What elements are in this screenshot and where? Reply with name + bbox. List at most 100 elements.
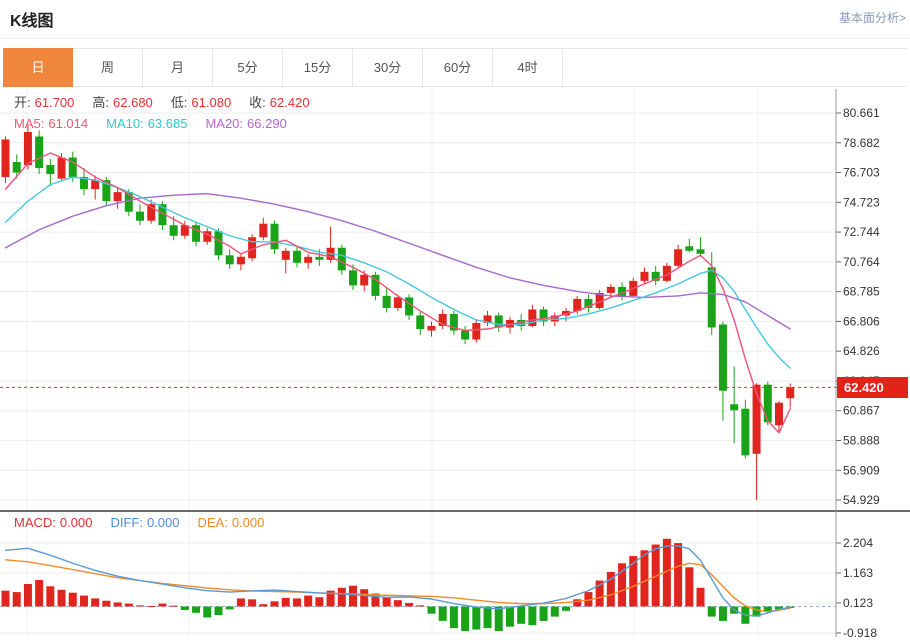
candle-body [483, 315, 492, 323]
candle-body [1, 139, 10, 178]
macd-bar [550, 606, 559, 617]
macd-bar [113, 602, 122, 607]
tab-60分[interactable]: 60分 [423, 49, 493, 86]
tab-月[interactable]: 月 [143, 49, 213, 86]
macd-bar [23, 584, 32, 607]
macd-bar [640, 550, 649, 607]
y-axis-label-macd: -0.918 [843, 626, 877, 640]
candle-body [147, 204, 156, 221]
macd-bar [304, 595, 313, 607]
y-axis-label: 64.826 [843, 344, 880, 358]
macd-bar [158, 603, 167, 607]
candle-body [539, 309, 548, 322]
y-axis-label-macd: 1.163 [843, 566, 873, 580]
macd-bar [270, 601, 279, 607]
diff-line [4, 545, 791, 617]
macd-bar [281, 597, 290, 607]
macd-bar [707, 606, 716, 617]
candle-body [707, 267, 716, 328]
tab-5分[interactable]: 5分 [213, 49, 283, 86]
macd-bar [46, 586, 55, 607]
macd-bar [662, 538, 671, 607]
y-axis-label: 58.888 [843, 433, 880, 447]
candle-body [763, 384, 772, 423]
ma10-line [4, 176, 791, 369]
macd-bar [382, 597, 391, 607]
y-axis-label: 54.929 [843, 493, 880, 507]
candle-body [158, 204, 167, 226]
macd-bar [595, 580, 604, 607]
candle-body [685, 246, 694, 251]
candle-body [606, 286, 615, 293]
macd-bar [427, 606, 436, 614]
macd-bar [326, 590, 335, 607]
legend-item: MA10: 63.685 [106, 116, 188, 131]
tab-15分[interactable]: 15分 [283, 49, 353, 86]
last-price-tag: 62.420 [837, 376, 908, 398]
y-axis-label-macd: 2.204 [843, 536, 873, 550]
macd-bar [180, 606, 189, 610]
tab-周[interactable]: 周 [73, 49, 143, 86]
fundamental-analysis-link[interactable]: 基本面分析> [838, 11, 906, 25]
legend-item: 高: 62.680 [92, 95, 153, 110]
macd-bar [337, 587, 346, 607]
macd-bar [752, 606, 761, 617]
widget-header: K线图 基本面分析> [0, 0, 910, 38]
candle-body [46, 165, 55, 175]
macd-bar [147, 605, 156, 607]
macd-bar [35, 579, 44, 607]
candle-body [225, 255, 234, 265]
macd-bar [618, 563, 627, 607]
candle-body [718, 324, 727, 391]
candle-body [337, 247, 346, 271]
tab-30分[interactable]: 30分 [353, 49, 423, 86]
macd-bar [360, 589, 369, 607]
macd-bar [124, 603, 133, 607]
tab-4时[interactable]: 4时 [493, 49, 563, 86]
macd-bar [169, 605, 178, 607]
candle-body [12, 162, 21, 173]
macd-bar [416, 605, 425, 607]
candle-body [774, 402, 783, 426]
macd-bar [214, 606, 223, 616]
candle-body [371, 274, 380, 296]
y-axis-label: 76.703 [843, 166, 880, 180]
candle-body [270, 223, 279, 250]
candle-body [573, 298, 582, 311]
candle-body [203, 231, 212, 242]
candle-body [505, 319, 514, 328]
macd-bar [393, 600, 402, 607]
macd-bar [259, 604, 268, 607]
candle-body [136, 211, 145, 221]
macd-bar [79, 595, 88, 607]
y-axis-label: 60.867 [843, 404, 880, 418]
candle-body [91, 180, 100, 190]
candle-body [68, 157, 77, 178]
macd-bar [774, 606, 783, 610]
candle-body [393, 297, 402, 308]
candle-body [528, 309, 537, 326]
candle-body [113, 192, 122, 202]
candle-body [584, 298, 593, 308]
macd-bar [505, 606, 514, 627]
macd-bar [438, 606, 447, 621]
macd-bar [236, 598, 245, 607]
candle-body [427, 325, 436, 331]
candle-body [405, 297, 414, 316]
candle-body [192, 225, 201, 242]
y-axis-label: 56.909 [843, 463, 880, 477]
tab-日[interactable]: 日 [3, 48, 73, 87]
candle-body [180, 225, 189, 236]
macd-bar [248, 599, 257, 607]
candle-body [461, 330, 470, 340]
macd-bar [91, 598, 100, 607]
macd-bar [696, 587, 705, 607]
macd-bar [292, 598, 301, 607]
macd-bar [225, 606, 234, 610]
macd-bar [349, 585, 358, 607]
macd-legend: MACD: 0.000 DIFF: 0.000 DEA: 0.000 [14, 515, 282, 530]
candle-body [281, 250, 290, 260]
macd-bar [57, 589, 66, 607]
